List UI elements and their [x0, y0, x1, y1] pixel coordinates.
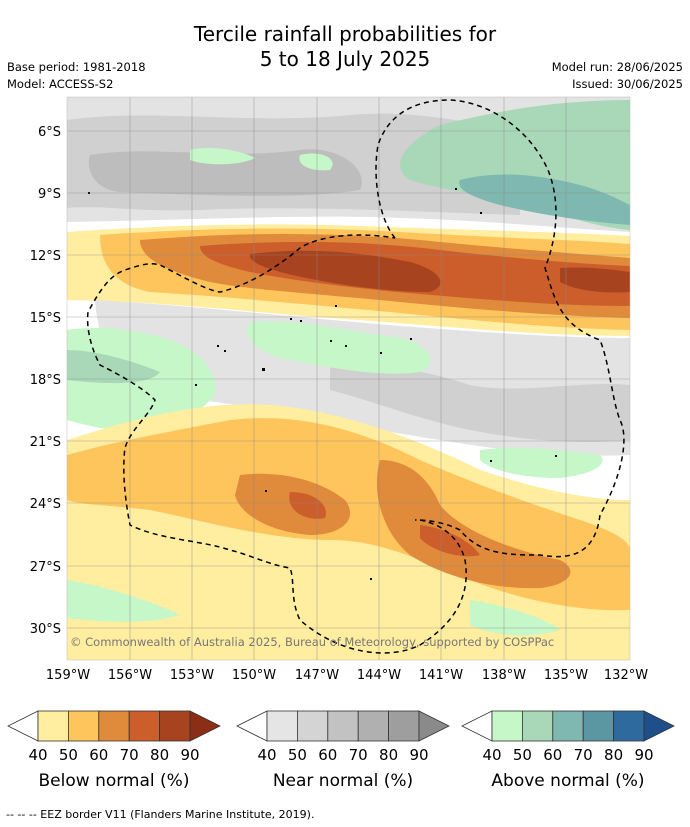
- legend-swatch: [296, 710, 329, 742]
- legend-swatch: [128, 710, 160, 742]
- legend-swatch: [388, 710, 420, 742]
- lon-label: 141°W: [419, 668, 463, 683]
- above-normal-region-central: [246, 321, 431, 374]
- rainfall-probability-map: © Commonwealth of Australia 2025, Bureau…: [30, 96, 648, 683]
- lon-label: 153°W: [170, 668, 214, 683]
- above-normal-region-northeast-dark: [459, 174, 630, 225]
- lon-label: 135°W: [544, 668, 588, 683]
- legend-swatch: [552, 710, 584, 742]
- map-frame: [66, 96, 631, 661]
- legend-title-above: Above normal (%): [491, 771, 645, 791]
- legend-tick-label: 70: [349, 746, 368, 764]
- copyright-text: © Commonwealth of Australia 2025, Bureau…: [70, 635, 554, 649]
- lon-label: 144°W: [357, 668, 401, 683]
- legend-swatch: [522, 710, 554, 742]
- lat-label: 18°S: [30, 373, 61, 388]
- eez-footnote: -- -- -- EEZ border V11 (Flanders Marine…: [6, 808, 315, 821]
- model-name: Model: ACCESS-S2: [7, 77, 114, 91]
- above-normal-region-southwest: [67, 580, 560, 636]
- legend-swatch: [68, 710, 100, 742]
- legend-tick-label: 70: [574, 746, 593, 764]
- lat-label: 21°S: [30, 435, 61, 450]
- legend-tick-label: 90: [180, 746, 199, 764]
- model-run: Model run: 28/06/2025: [551, 60, 683, 74]
- meta-right: Model run: 28/06/2025 Issued: 30/06/2025: [552, 59, 683, 93]
- map-field: [67, 97, 630, 660]
- legend-arrow-high: [418, 710, 450, 742]
- near-normal-region-central-dark: [330, 360, 630, 442]
- lat-label: 30°S: [30, 622, 61, 637]
- legend-arrow-high: [189, 710, 221, 742]
- title-line-1: Tercile rainfall probabilities for: [193, 22, 497, 46]
- legend-tick-label: 90: [409, 746, 428, 764]
- above-normal-region-northeast-light: [190, 147, 333, 171]
- legend-swatch: [613, 710, 645, 742]
- below-normal-region-south-60: [235, 460, 571, 589]
- legend-swatch: [37, 710, 69, 742]
- lon-label: 147°W: [295, 668, 339, 683]
- near-normal-region-north-dark: [88, 149, 362, 196]
- lon-label: 132°W: [604, 668, 648, 683]
- issued-date: Issued: 30/06/2025: [572, 77, 683, 91]
- latitude-labels: 6°S 9°S 12°S 15°S 18°S 21°S 24°S 27°S 30…: [30, 125, 61, 637]
- map-gridlines: [67, 97, 630, 660]
- lon-label: 159°W: [46, 668, 90, 683]
- legend-title-near: Near normal (%): [272, 771, 414, 791]
- legend-tick-label: 70: [120, 746, 139, 764]
- legend-tick-label: 80: [379, 746, 398, 764]
- lat-label: 6°S: [38, 125, 61, 140]
- legend-tick-label: 90: [634, 746, 653, 764]
- legend-swatch: [582, 710, 615, 742]
- lat-label: 12°S: [30, 249, 61, 264]
- legend-arrow-low: [236, 710, 268, 742]
- legend-tick-label: 60: [89, 746, 108, 764]
- legend-tick-label: 80: [604, 746, 623, 764]
- base-period: Base period: 1981-2018: [7, 60, 146, 74]
- legend-tick-label: 50: [513, 746, 532, 764]
- legend-swatch: [357, 710, 390, 742]
- legend-tick-label: 50: [288, 746, 307, 764]
- longitude-labels: 159°W 156°W 153°W 150°W 147°W 144°W 141°…: [46, 668, 648, 683]
- above-normal-region-west-dark: [67, 350, 160, 384]
- legend-tick-label: 40: [482, 746, 501, 764]
- legend-tick-label: 60: [543, 746, 562, 764]
- above-normal-region-east: [480, 447, 603, 478]
- lat-label: 27°S: [30, 560, 61, 575]
- legend-swatch: [327, 710, 359, 742]
- islands: [88, 188, 557, 580]
- lat-label: 9°S: [38, 187, 61, 202]
- meta-left: Base period: 1981-2018 Model: ACCESS-S2: [7, 59, 146, 93]
- legend-title-below: Below normal (%): [38, 771, 190, 791]
- legend-swatch: [491, 710, 523, 742]
- legend-swatch: [266, 710, 298, 742]
- lat-label: 24°S: [30, 497, 61, 512]
- legend-colorbars: 40 50 60 70 80 90 40 50 60 70 80 90 40 50 60 70 80 90: [7, 710, 675, 764]
- below-normal-region-south-70: [289, 492, 480, 557]
- lon-label: 156°W: [108, 668, 152, 683]
- legend-tick-label: 80: [150, 746, 169, 764]
- legend-tick-label: 40: [257, 746, 276, 764]
- legend-tick-label: 50: [59, 746, 78, 764]
- eez-borders: [86, 99, 625, 654]
- legend-tick-label: 60: [318, 746, 337, 764]
- legend-swatch: [98, 710, 130, 742]
- legend-swatch: [159, 710, 191, 742]
- below-normal-band-80: [249, 250, 630, 293]
- legend-tick-label: 40: [28, 746, 47, 764]
- legend-arrow-low: [461, 710, 493, 742]
- map-title: Tercile rainfall probabilities for 5 to …: [0, 22, 690, 72]
- title-line-2: 5 to 18 July 2025: [259, 47, 431, 71]
- lat-label: 15°S: [30, 311, 61, 326]
- legend-arrow-high: [643, 710, 675, 742]
- lon-label: 138°W: [482, 668, 526, 683]
- lon-label: 150°W: [232, 668, 276, 683]
- legend-arrow-low: [7, 710, 39, 742]
